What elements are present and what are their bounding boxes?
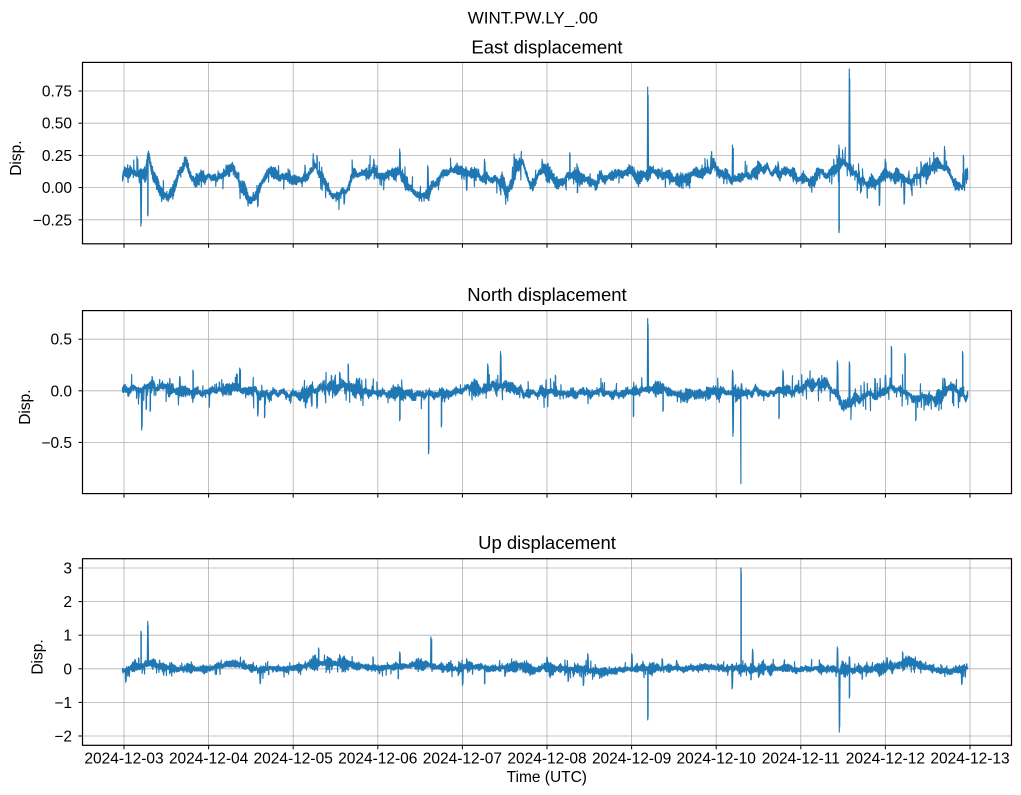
svg-text:2024-12-03: 2024-12-03 (84, 750, 163, 767)
svg-text:WINT.PW.LY_.00: WINT.PW.LY_.00 (468, 9, 598, 28)
svg-text:0.5: 0.5 (50, 332, 72, 349)
svg-text:2024-12-10: 2024-12-10 (677, 750, 757, 767)
svg-text:3: 3 (63, 561, 72, 578)
svg-text:1: 1 (63, 628, 72, 645)
svg-text:2024-12-11: 2024-12-11 (762, 750, 840, 767)
svg-text:−0.25: −0.25 (33, 212, 72, 229)
svg-text:Disp.: Disp. (17, 389, 34, 424)
svg-text:North displacement: North displacement (467, 284, 626, 305)
svg-text:2024-12-13: 2024-12-13 (930, 750, 1009, 767)
svg-text:Disp.: Disp. (30, 639, 47, 674)
svg-text:0.50: 0.50 (42, 116, 73, 133)
svg-text:0.00: 0.00 (42, 180, 73, 197)
svg-text:2024-12-05: 2024-12-05 (254, 750, 333, 767)
svg-text:2024-12-09: 2024-12-09 (592, 750, 671, 767)
svg-text:0.75: 0.75 (42, 84, 72, 101)
svg-text:Time (UTC): Time (UTC) (507, 769, 587, 786)
svg-text:East displacement: East displacement (471, 37, 622, 58)
svg-text:2: 2 (63, 594, 72, 611)
svg-text:Up displacement: Up displacement (478, 532, 616, 553)
svg-text:−0.5: −0.5 (41, 435, 72, 452)
svg-text:0: 0 (63, 661, 72, 678)
svg-text:0.25: 0.25 (42, 148, 72, 165)
svg-text:Disp.: Disp. (8, 140, 25, 175)
svg-text:2024-12-04: 2024-12-04 (169, 750, 249, 767)
svg-text:2024-12-07: 2024-12-07 (423, 750, 502, 767)
svg-text:2024-12-12: 2024-12-12 (846, 750, 925, 767)
svg-text:−1: −1 (54, 695, 72, 712)
svg-text:2024-12-08: 2024-12-08 (507, 750, 586, 767)
svg-text:0.0: 0.0 (50, 383, 72, 400)
svg-text:2024-12-06: 2024-12-06 (338, 750, 417, 767)
svg-text:−2: −2 (54, 729, 72, 746)
